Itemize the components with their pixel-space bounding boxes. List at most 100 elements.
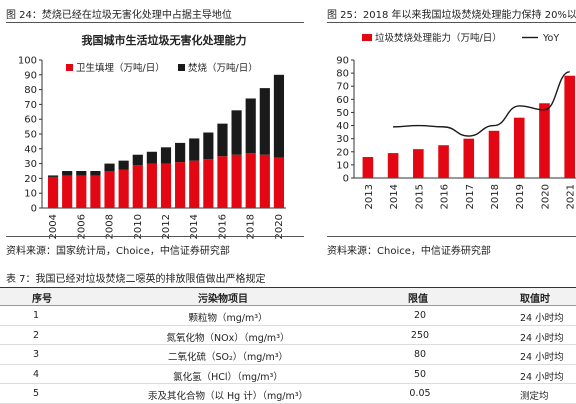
bar-landfill [104, 171, 115, 208]
legend-incineration-label: 焚烧（万吨/日） [188, 62, 258, 74]
x-tick-label: 2016 [440, 184, 451, 209]
x-tick-label: 2020 [274, 214, 285, 239]
bar-incineration [132, 154, 143, 166]
table-row: 3 二氧化硫（SO₂）（mg/m³） 80 24 小时均 [0, 345, 576, 365]
right-source-rule [327, 236, 576, 237]
bar-incineration [76, 171, 87, 176]
bar-incineration [118, 160, 129, 170]
right-figure-caption: 图 25：2018 年以来我国垃圾焚烧处理能力保持 20%以上 [327, 10, 576, 21]
line-yoy [393, 71, 570, 137]
table-cell-index: 4 [32, 368, 40, 380]
x-tick-label: 2006 [76, 214, 87, 239]
bar-capacity [362, 157, 374, 178]
bar-incineration [189, 138, 200, 161]
y-tick-label: 70 [24, 100, 37, 111]
table-row-divider [0, 363, 576, 365]
bar-incineration [62, 171, 73, 176]
bar-capacity [488, 130, 500, 178]
table-cell-limit: 0.05 [409, 388, 431, 399]
bar-incineration [231, 110, 242, 155]
y-tick-label: 60 [336, 95, 349, 106]
y-tick-label: 70 [336, 82, 349, 93]
bar-incineration [273, 74, 285, 158]
table-cell-sampling: 24 小时均 [520, 313, 564, 324]
bar-landfill [259, 154, 270, 208]
x-tick-label: 2004 [48, 214, 59, 239]
x-tick-label: 2017 [465, 184, 476, 209]
table-cell-pollutant: 氮氧化物（NOx）（mg/m³） [166, 332, 290, 344]
left-figure-caption: 图 24：焚烧已经在垃圾无害化处理中占据主导地位 [6, 10, 232, 21]
bar-incineration [175, 142, 186, 163]
bar-landfill [217, 156, 228, 208]
bar-capacity [564, 75, 575, 178]
table-row-divider [0, 344, 576, 345]
table-header-limit: 限值 [408, 294, 428, 305]
table-row-divider [0, 324, 576, 326]
table-cell-sampling: 24 小时均 [520, 332, 564, 344]
bar-incineration [47, 175, 59, 177]
right-caption-rule [327, 22, 576, 23]
bar-capacity [438, 145, 449, 178]
x-tick-label: 2014 [189, 214, 200, 239]
bar-landfill [160, 163, 172, 208]
bar-capacity [413, 149, 424, 178]
y-tick-label: 0 [31, 204, 37, 215]
x-tick-label: 2020 [540, 184, 551, 209]
bar-incineration [104, 163, 115, 171]
bar-landfill [76, 175, 87, 208]
y-tick-label: 20 [24, 174, 37, 185]
bar-landfill [203, 159, 214, 208]
y-tick-label: 30 [24, 159, 37, 170]
table-cell-sampling: 测定均 [520, 391, 549, 402]
y-tick-label: 60 [24, 115, 37, 126]
table-cell-sampling: 24 小时均 [520, 352, 564, 363]
table-row-divider [0, 402, 576, 404]
y-tick-label: 50 [24, 130, 37, 141]
bar-landfill [47, 176, 59, 208]
y-tick-label: 100 [18, 56, 37, 67]
left-caption-rule [6, 22, 304, 23]
legend-landfill-label: 卫生填埋（万吨/日） [76, 62, 165, 74]
left-source-rule [6, 236, 304, 237]
x-tick-label: 2014 [389, 184, 400, 209]
y-tick-label: 80 [336, 69, 349, 80]
bar-capacity [513, 117, 525, 178]
bar-landfill [132, 165, 143, 208]
table-row-divider [0, 383, 576, 384]
bar-landfill [189, 160, 200, 208]
bar-incineration [245, 98, 256, 154]
bar-capacity [539, 103, 550, 178]
bar-incineration [146, 151, 157, 164]
legend-swatch [178, 64, 185, 71]
x-tick-label: 2021 [566, 184, 576, 209]
bar-incineration [217, 123, 228, 157]
x-tick-label: 2013 [364, 184, 375, 209]
table-cell-index: 3 [32, 349, 40, 360]
bar-landfill [146, 163, 157, 208]
table-cell-limit: 20 [413, 310, 427, 321]
bar-incineration [203, 132, 214, 160]
bar-landfill [273, 157, 285, 208]
table-header-sampling: 取值时 [520, 294, 550, 305]
chart-title: 我国城市生活垃圾无害化处理能力 [82, 33, 247, 47]
x-tick-label: 2016 [217, 214, 228, 239]
bar-landfill [90, 175, 101, 208]
y-tick-label: 20 [336, 147, 349, 158]
bar-capacity [387, 153, 399, 178]
table-cell-limit: 50 [413, 368, 427, 380]
table-row: 4 氯化氢（HCl）（mg/m³） 50 24 小时均 [0, 365, 576, 384]
right-source-note: 资料来源：Choice，中信证券研究部 [327, 246, 491, 257]
table-caption: 表 7：我国已经对垃圾焚烧二噁英的排放限值做出严格规定 [6, 274, 266, 285]
bar-landfill [245, 153, 256, 208]
table-cell-index: 2 [32, 329, 40, 341]
bar-capacity [463, 138, 475, 178]
right-chart: 0 10 20 30 40 50 60 70 80 90 2013 2014 2015 2016 2017 2… [336, 32, 576, 209]
table-header-pollutant: 污染物项目 [198, 294, 248, 305]
left-chart: 我国城市生活垃圾无害化处理能力 0 10 20 30 40 50 60 70 80 90 100 200… [18, 33, 286, 239]
table-cell-index: 1 [32, 310, 40, 321]
table-cell-pollutant: 氯化氢（HCl）（mg/m³） [173, 371, 283, 383]
y-tick-label: 10 [24, 189, 37, 200]
table-cell-pollutant: 颗粒物（mg/m³） [188, 313, 268, 324]
y-tick-label: 40 [24, 144, 37, 155]
table-row: 5 汞及其化合物（以 Hg 计）（mg/m³） 0.05 测定均 [0, 384, 576, 404]
